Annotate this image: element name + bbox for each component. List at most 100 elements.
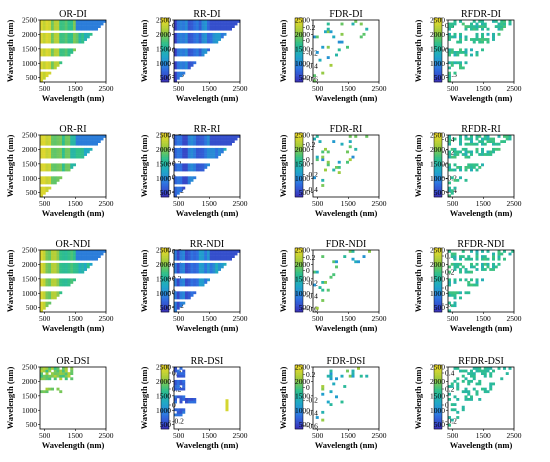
heatmap-cell bbox=[207, 135, 210, 138]
colorbar-segment bbox=[295, 264, 303, 266]
heatmap-cell bbox=[182, 291, 186, 295]
heatmap-cell bbox=[187, 265, 191, 269]
heatmap-cell bbox=[103, 250, 107, 253]
colorbar-segment bbox=[295, 288, 303, 290]
y-tick-label: 1000 bbox=[295, 59, 310, 68]
heatmap-cell bbox=[45, 150, 49, 154]
heatmap-cell bbox=[42, 135, 46, 138]
heatmap-cell bbox=[467, 382, 471, 386]
heatmap-cell bbox=[70, 137, 74, 141]
heatmap-cell bbox=[48, 301, 52, 305]
heatmap-cell bbox=[51, 283, 54, 287]
heatmap-cell bbox=[182, 270, 186, 274]
heatmap-cell bbox=[92, 252, 96, 256]
heatmap-cell bbox=[190, 51, 194, 54]
y-tick-label: 1000 bbox=[22, 289, 37, 298]
x-tick-label: 2500 bbox=[372, 84, 387, 93]
heatmap-cell bbox=[81, 22, 85, 26]
heatmap-cell bbox=[209, 250, 213, 253]
heatmap-cell bbox=[226, 137, 230, 141]
heatmap-cell bbox=[42, 176, 46, 180]
heatmap-cell bbox=[73, 38, 76, 41]
heatmap-cell bbox=[100, 250, 104, 253]
heatmap-cell bbox=[505, 135, 509, 138]
heatmap-cell bbox=[182, 140, 186, 143]
colorbar-segment bbox=[295, 427, 303, 430]
colorbar-tick-label: -0.2 bbox=[306, 279, 318, 288]
colorbar-segment bbox=[161, 62, 169, 65]
heatmap-cell bbox=[351, 250, 355, 253]
colorbar-segment bbox=[434, 26, 442, 28]
heatmap-cell bbox=[176, 150, 180, 154]
heatmap-cell bbox=[220, 140, 224, 143]
heatmap-cell bbox=[212, 262, 216, 266]
colorbar-segment bbox=[295, 416, 303, 419]
colorbar-segment bbox=[434, 374, 442, 377]
heatmap-cell bbox=[483, 38, 487, 41]
heatmap-cell bbox=[56, 176, 60, 180]
heatmap-cell bbox=[48, 181, 52, 185]
heatmap-cell bbox=[500, 22, 504, 26]
x-tick-label: 500 bbox=[39, 84, 51, 93]
heatmap-cell bbox=[70, 372, 74, 375]
y-tick-label: 500 bbox=[26, 420, 38, 429]
heatmap-cell bbox=[84, 35, 87, 39]
heatmap-cell bbox=[64, 367, 68, 370]
heatmap-cell bbox=[456, 61, 460, 65]
heatmap-cell bbox=[198, 153, 202, 156]
colorbar-segment bbox=[161, 64, 169, 67]
heatmap-cell bbox=[176, 35, 180, 39]
heatmap-cell bbox=[64, 278, 68, 282]
heatmap-cell bbox=[42, 48, 46, 52]
heatmap-cell bbox=[497, 257, 501, 261]
colorbar-segment bbox=[295, 56, 303, 59]
heatmap-cell bbox=[185, 66, 188, 70]
heatmap-cell bbox=[59, 53, 63, 57]
colorbar-segment bbox=[434, 166, 442, 169]
heatmap-cell bbox=[229, 257, 232, 261]
x-tick-label: 1500 bbox=[476, 431, 491, 440]
heatmap-cell bbox=[84, 25, 87, 28]
colorbar-segment bbox=[434, 264, 442, 266]
heatmap-cell bbox=[48, 32, 52, 36]
heatmap-cell bbox=[234, 135, 238, 138]
heatmap-cell bbox=[174, 63, 177, 67]
heatmap-cell bbox=[174, 20, 177, 23]
heatmap-cell bbox=[448, 71, 451, 75]
heatmap-cell bbox=[179, 255, 183, 258]
heatmap-cell bbox=[190, 63, 194, 67]
panel-title: OR-DI bbox=[59, 9, 87, 20]
heatmap-cell bbox=[176, 66, 180, 70]
heatmap-cell bbox=[182, 63, 186, 67]
heatmap-cell bbox=[56, 178, 60, 182]
heatmap-cell bbox=[42, 63, 46, 67]
heatmap-cell bbox=[481, 257, 484, 261]
heatmap-cell bbox=[193, 176, 197, 180]
heatmap-cell bbox=[84, 262, 87, 266]
heatmap-cell bbox=[348, 250, 352, 253]
colorbar-tick-label: 0 bbox=[306, 36, 310, 45]
heatmap-cell bbox=[70, 25, 74, 28]
heatmap-cell bbox=[497, 252, 501, 256]
heatmap-cell bbox=[179, 63, 183, 67]
panel-title: RFDR-DI bbox=[461, 9, 501, 20]
heatmap-cell bbox=[48, 48, 52, 52]
heatmap-cell bbox=[53, 48, 57, 52]
heatmap-cell bbox=[207, 32, 210, 36]
heatmap-cell bbox=[204, 281, 208, 284]
colorbar-segment bbox=[295, 171, 303, 174]
heatmap-cell bbox=[193, 398, 197, 401]
heatmap-cell bbox=[45, 137, 49, 141]
heatmap-cell bbox=[218, 150, 221, 154]
heatmap-cell bbox=[185, 142, 188, 146]
heatmap-cell bbox=[40, 20, 43, 23]
colorbar-segment bbox=[161, 286, 169, 289]
y-tick-label: 1000 bbox=[156, 174, 171, 183]
y-tick-label: 500 bbox=[160, 303, 172, 312]
heatmap-cell bbox=[212, 27, 216, 31]
heatmap-cell bbox=[95, 137, 98, 141]
heatmap-cell bbox=[492, 257, 495, 261]
heatmap-cell bbox=[196, 135, 199, 138]
colorbar-segment bbox=[161, 50, 169, 52]
